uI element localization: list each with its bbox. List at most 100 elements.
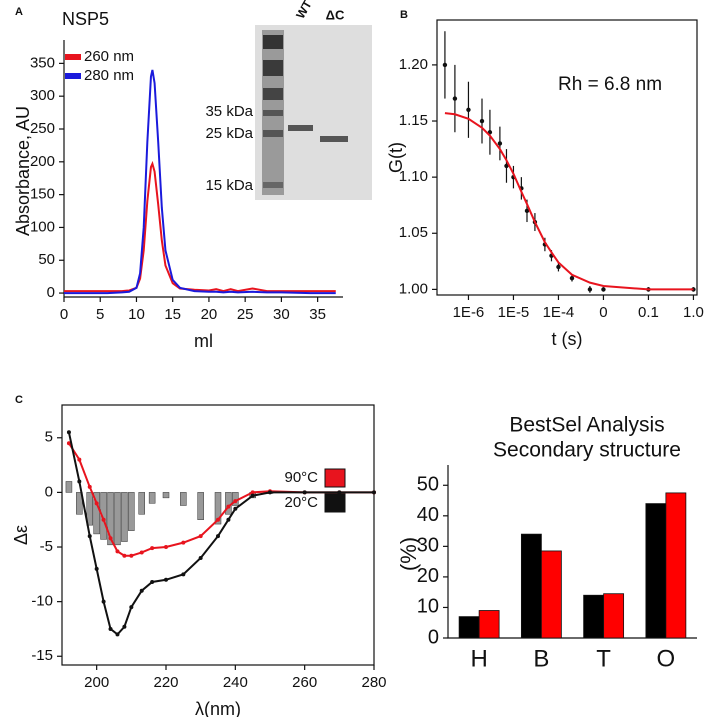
y-tick-label: 0 [47, 284, 55, 301]
difference-bar [138, 492, 145, 515]
point [164, 545, 168, 550]
y-tick-label: 350 [30, 54, 55, 71]
x-tick-label: 20 [201, 306, 218, 323]
legend-label: 20°C [284, 494, 318, 511]
series-line [67, 432, 374, 636]
point [268, 490, 272, 495]
point [302, 490, 307, 495]
point [337, 490, 342, 495]
x-tick-label: 35 [309, 306, 326, 323]
difference-bar [93, 492, 100, 535]
y-tick-label: 1.00 [399, 280, 428, 297]
series-line [64, 69, 336, 295]
point [164, 577, 168, 582]
point [466, 107, 471, 112]
x-tick-label: 1E-6 [453, 304, 485, 321]
point [150, 546, 155, 551]
x-tick-label: 5 [96, 306, 104, 323]
chart-title: BestSel Analysis [509, 414, 664, 437]
x-tick-label: 220 [153, 674, 178, 691]
x-tick-label: 0.1 [638, 304, 659, 321]
y-tick-label: -5 [40, 538, 53, 555]
difference-bar [148, 492, 156, 504]
point [94, 501, 99, 506]
point [139, 588, 144, 593]
point [129, 553, 134, 558]
legend-label: 90°C [284, 469, 318, 486]
bar [665, 492, 687, 639]
marker-label: 15 kDa [205, 177, 253, 194]
point [497, 141, 503, 146]
y-tick-label: 150 [30, 186, 55, 203]
y-tick-label: 0 [428, 626, 439, 648]
point [504, 163, 509, 169]
point [524, 208, 530, 214]
bar [458, 616, 480, 639]
point [198, 555, 203, 560]
y-tick-label: 30 [417, 535, 439, 557]
y-axis-label: (%) [396, 537, 421, 571]
y-tick-label: 5 [45, 429, 53, 446]
y-tick-label: 40 [417, 504, 439, 526]
point [150, 579, 155, 584]
point [198, 534, 203, 539]
point [66, 430, 71, 435]
point [87, 534, 92, 539]
legend-swatch [65, 73, 81, 79]
point [479, 118, 485, 124]
difference-bar [162, 492, 170, 499]
point [452, 96, 458, 101]
point [442, 62, 448, 68]
x-tick-label: 0 [599, 304, 607, 321]
panel-label: C [15, 394, 23, 406]
legend-label: 280 nm [84, 67, 134, 84]
marker-label: 35 kDa [205, 103, 253, 120]
point [181, 572, 186, 577]
x-tick-label: 1E-4 [543, 304, 575, 321]
x-tick-label: 280 [361, 674, 386, 691]
point [556, 264, 561, 270]
ladder-band [263, 130, 283, 137]
lane-label: ΔC [326, 7, 345, 22]
difference-bar [197, 492, 204, 520]
annotation: Rh = 6.8 nm [558, 74, 662, 95]
chart-subtitle: Secondary structure [493, 439, 681, 462]
point [226, 504, 231, 509]
gel-inset: WT ΔC 35 kDa 25 kDa 15 kDa [205, 0, 372, 200]
x-tick-label: 260 [292, 674, 317, 691]
legend-swatch [324, 493, 346, 513]
x-tick-label: 200 [84, 674, 109, 691]
difference-bar [121, 492, 128, 542]
point [87, 484, 92, 489]
x-tick-label: T [596, 645, 611, 672]
point [233, 499, 238, 504]
series-line [64, 160, 336, 293]
ladder-band [263, 60, 283, 76]
bar [603, 593, 625, 639]
chart-title: NSP5 [62, 9, 109, 29]
lane-label: WT [293, 0, 315, 21]
point [250, 493, 255, 498]
y-axis-label: G(t) [386, 142, 406, 173]
y-axis-label: Δε [11, 525, 31, 545]
ladder-band [263, 35, 283, 49]
x-tick-label: O [657, 645, 676, 672]
x-axis-label: λ(nm) [195, 699, 241, 717]
y-tick-label: 200 [30, 153, 55, 170]
ladder-band [263, 182, 283, 188]
point [101, 517, 106, 522]
point [94, 566, 99, 571]
point [101, 599, 106, 604]
point [77, 457, 82, 462]
difference-bar [86, 492, 93, 526]
panel-label: B [400, 9, 408, 21]
point [569, 275, 575, 281]
plot-frame [61, 404, 375, 666]
difference-bar [107, 492, 114, 546]
difference-bar [225, 492, 232, 515]
point [226, 517, 231, 522]
y-tick-label: 300 [30, 87, 55, 104]
panel-label: A [15, 6, 23, 18]
difference-bar [65, 481, 73, 493]
